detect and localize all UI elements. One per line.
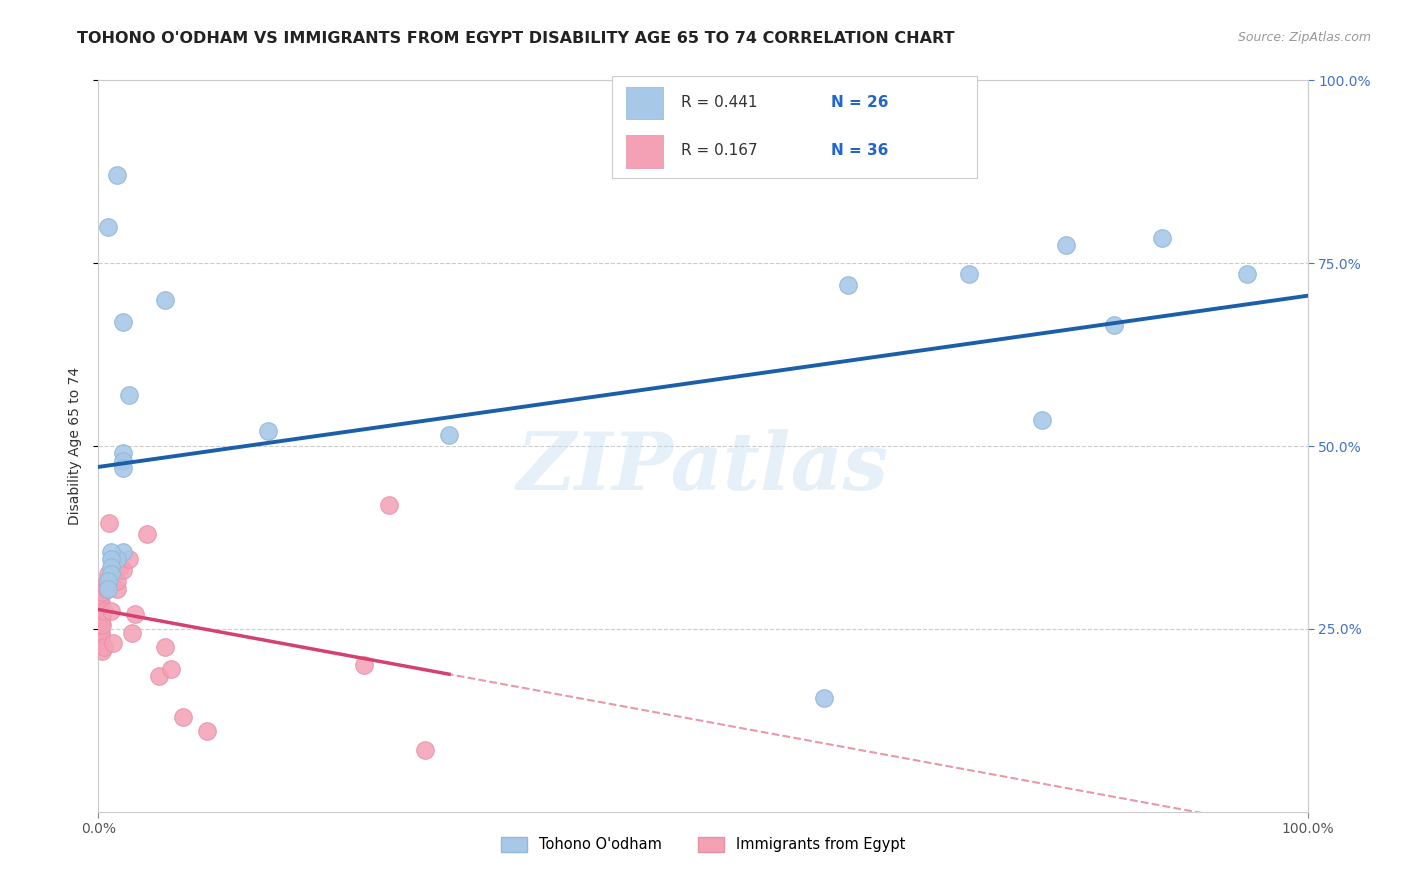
Point bbox=[111, 563, 134, 577]
Point bbox=[90, 625, 112, 640]
Point bbox=[90, 618, 112, 632]
Point bbox=[97, 574, 120, 589]
Point bbox=[108, 559, 131, 574]
Point bbox=[813, 691, 835, 706]
Point bbox=[98, 516, 121, 530]
Point bbox=[353, 658, 375, 673]
Point bbox=[195, 724, 218, 739]
Text: ZIPatlas: ZIPatlas bbox=[517, 429, 889, 507]
Point bbox=[957, 267, 980, 281]
Point bbox=[91, 644, 114, 658]
Point bbox=[90, 611, 112, 625]
Point bbox=[135, 526, 157, 541]
Point bbox=[96, 574, 118, 589]
Point bbox=[96, 582, 118, 596]
Text: Source: ZipAtlas.com: Source: ZipAtlas.com bbox=[1237, 31, 1371, 45]
Point bbox=[100, 545, 122, 559]
Point bbox=[90, 607, 112, 622]
Point bbox=[90, 632, 112, 647]
Point bbox=[172, 709, 194, 723]
Point bbox=[160, 662, 183, 676]
Point bbox=[93, 603, 115, 617]
Point bbox=[1152, 230, 1174, 244]
Point bbox=[1031, 413, 1053, 427]
Point bbox=[101, 636, 124, 650]
Point bbox=[1054, 237, 1077, 252]
FancyBboxPatch shape bbox=[612, 76, 977, 178]
Point bbox=[97, 219, 120, 234]
Text: TOHONO O'ODHAM VS IMMIGRANTS FROM EGYPT DISABILITY AGE 65 TO 74 CORRELATION CHAR: TOHONO O'ODHAM VS IMMIGRANTS FROM EGYPT … bbox=[77, 31, 955, 46]
Point bbox=[100, 603, 122, 617]
Point bbox=[111, 446, 134, 460]
Point bbox=[111, 545, 134, 559]
Point bbox=[256, 425, 278, 439]
Point bbox=[413, 742, 436, 756]
Y-axis label: Disability Age 65 to 74: Disability Age 65 to 74 bbox=[69, 367, 83, 525]
Point bbox=[100, 567, 122, 582]
Point bbox=[118, 552, 141, 566]
Point bbox=[93, 640, 115, 655]
Point bbox=[90, 615, 112, 629]
Text: N = 26: N = 26 bbox=[831, 95, 889, 110]
Point bbox=[90, 596, 112, 610]
Point bbox=[90, 629, 112, 643]
Point bbox=[91, 618, 114, 632]
Point bbox=[105, 169, 128, 183]
Point bbox=[153, 640, 176, 655]
Point bbox=[1102, 318, 1125, 333]
Point bbox=[105, 582, 128, 596]
Point bbox=[153, 293, 176, 307]
Point bbox=[377, 498, 399, 512]
Point bbox=[105, 574, 128, 589]
Text: R = 0.441: R = 0.441 bbox=[681, 95, 758, 110]
Point bbox=[97, 582, 120, 596]
Point bbox=[1236, 267, 1258, 281]
Point bbox=[111, 461, 134, 475]
Point bbox=[100, 559, 122, 574]
FancyBboxPatch shape bbox=[626, 136, 662, 168]
Point bbox=[100, 552, 122, 566]
Text: R = 0.167: R = 0.167 bbox=[681, 144, 758, 158]
Legend: Tohono O'odham, Immigrants from Egypt: Tohono O'odham, Immigrants from Egypt bbox=[494, 830, 912, 859]
Point bbox=[148, 669, 170, 683]
Point bbox=[111, 315, 134, 329]
Text: N = 36: N = 36 bbox=[831, 144, 889, 158]
Point bbox=[105, 552, 128, 566]
Point bbox=[90, 589, 112, 603]
Point bbox=[118, 388, 141, 402]
Point bbox=[437, 428, 460, 442]
Point bbox=[97, 567, 120, 582]
FancyBboxPatch shape bbox=[626, 87, 662, 120]
Point bbox=[837, 278, 859, 293]
Point bbox=[121, 625, 143, 640]
Point bbox=[124, 607, 146, 622]
Point bbox=[91, 585, 114, 599]
Point bbox=[111, 453, 134, 467]
